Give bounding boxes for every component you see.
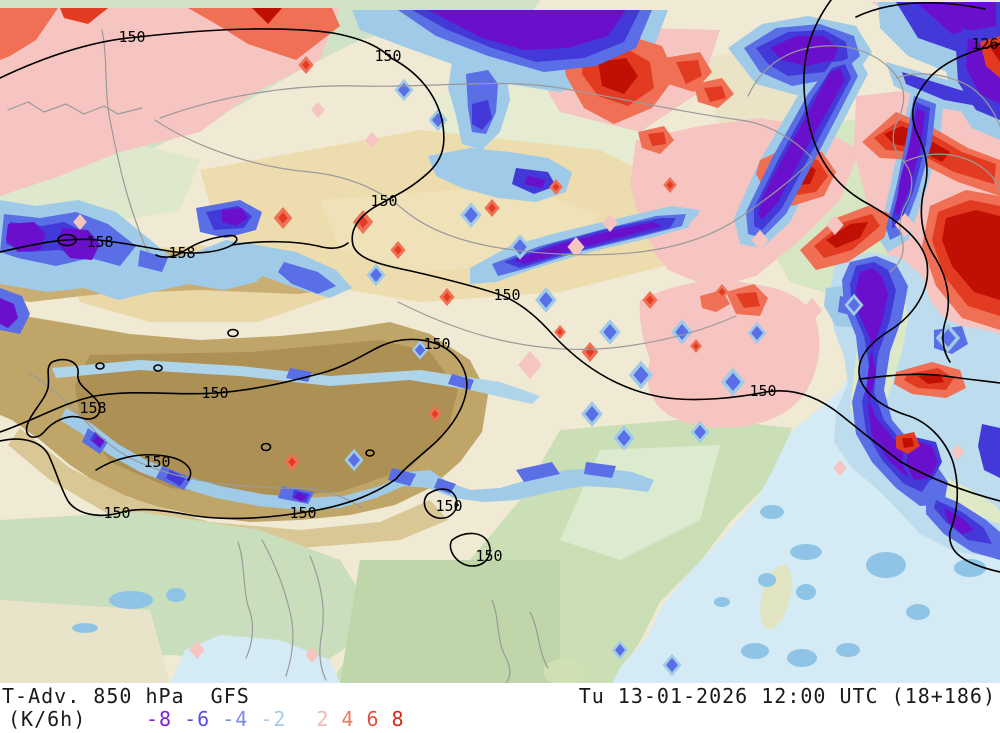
legend-value--8: -8	[146, 707, 173, 731]
contour-label-126: 126	[971, 35, 998, 53]
legend-value-8: 8	[391, 707, 405, 731]
contour-label-158: 158	[79, 399, 106, 417]
map-footer: T-Adv. 850 hPa GFS Tu 13-01-2026 12:00 U…	[0, 683, 1000, 733]
legend-value-2: 2	[316, 707, 330, 731]
contour-150-tibet	[0, 338, 468, 520]
contour-label-150: 150	[118, 28, 145, 46]
contour-label-150: 150	[493, 286, 520, 304]
contour-label-150: 150	[289, 504, 316, 522]
contour-label-150: 150	[475, 547, 502, 565]
bay-of-bengal	[170, 635, 340, 683]
weather-map: 150 150 126 158 158 150 150 150 158 150 150 150 150 1…	[0, 0, 1000, 683]
advection-sprinkle-layer	[72, 56, 986, 677]
hainan-island	[543, 659, 587, 683]
contour-label-150: 150	[435, 497, 462, 515]
contour-labels-layer: 150 150 126 158 158 150 150 150 158 150 150 150 150 1…	[79, 28, 998, 565]
contour-label-150: 150	[201, 384, 228, 402]
warm-over-cold-layer	[894, 36, 1000, 454]
map-datetime: Tu 13-01-2026 12:00 UTC (18+186)	[578, 684, 996, 708]
contour-label-150: 150	[370, 192, 397, 210]
legend-value--4: -4	[222, 707, 249, 731]
contour-label-150: 150	[103, 504, 130, 522]
contour-ne-meridional	[803, 0, 1000, 573]
footer-row-1: T-Adv. 850 hPa GFS Tu 13-01-2026 12:00 U…	[0, 684, 1000, 708]
legend-value-4: 4	[341, 707, 355, 731]
advection-color-legend: -8 -6 -4 -2 2 4 6 8	[146, 707, 405, 731]
legend-value--2: -2	[260, 707, 287, 731]
country-borders-layer	[7, 29, 1000, 683]
legend-value--6: -6	[184, 707, 211, 731]
contour-label-150: 150	[374, 47, 401, 65]
map-units: (K/6h)	[8, 707, 87, 731]
geopotential-contours-layer	[0, 0, 1000, 573]
map-canvas: 150 150 126 158 158 150 150 150 158 150 150 150 150 1…	[0, 0, 1000, 683]
legend-value-6: 6	[366, 707, 380, 731]
contour-126	[912, 43, 1000, 363]
contour-label-150: 150	[143, 453, 170, 471]
contour-label-158: 158	[168, 244, 195, 262]
contour-150-main	[0, 28, 1000, 502]
contour-label-150: 150	[749, 382, 776, 400]
footer-row-2: (K/6h) -8 -6 -4 -2 2 4 6 8	[0, 707, 1000, 731]
contour-label-158: 158	[86, 233, 113, 251]
contour-label-150: 150	[423, 335, 450, 353]
map-title: T-Adv. 850 hPa GFS	[2, 684, 250, 708]
